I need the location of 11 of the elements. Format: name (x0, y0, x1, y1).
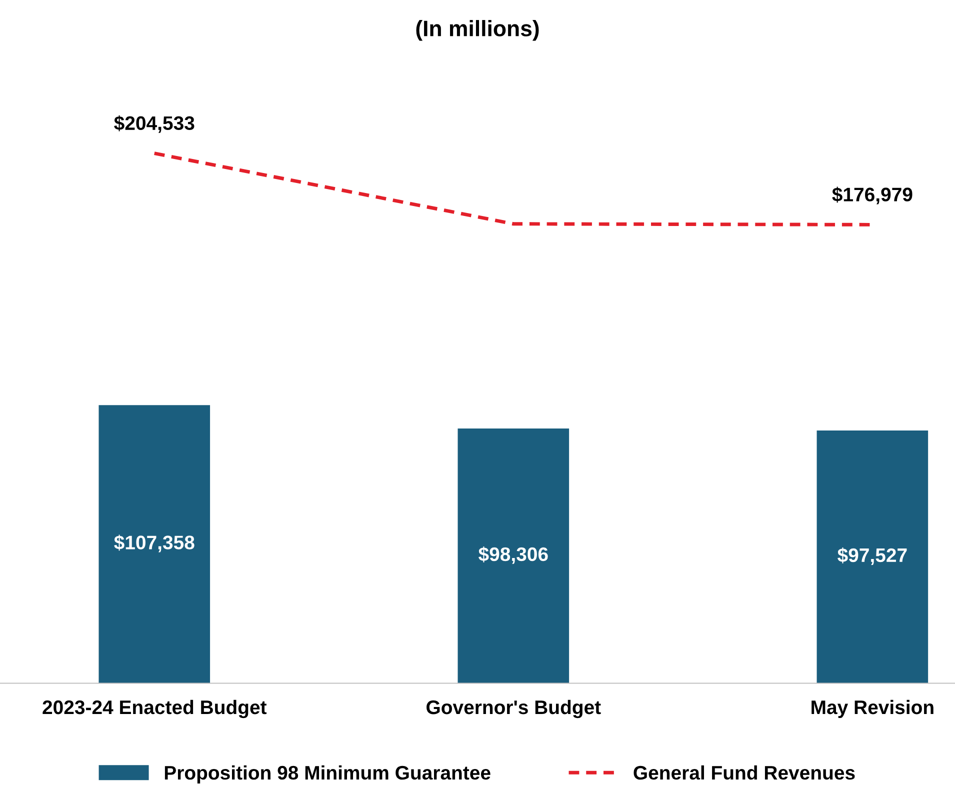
legend-label: General Fund Revenues (634, 765, 855, 780)
data-label: $204,533 (114, 115, 194, 133)
chart-title: (In millions) (416, 20, 539, 41)
data-label: $97,527 (838, 548, 907, 565)
data-label: $107,358 (114, 534, 194, 552)
legend-label: Proposition 98 Minimum Guarantee (164, 765, 490, 784)
x-tick-label: May Revision (812, 700, 934, 718)
data-label: $98,306 (478, 546, 548, 564)
x-tick-label: Governor's Budget (426, 700, 601, 718)
data-label: $176,979 (832, 186, 912, 204)
x-tick-label: 2023-24 Enacted Budget (42, 700, 267, 718)
